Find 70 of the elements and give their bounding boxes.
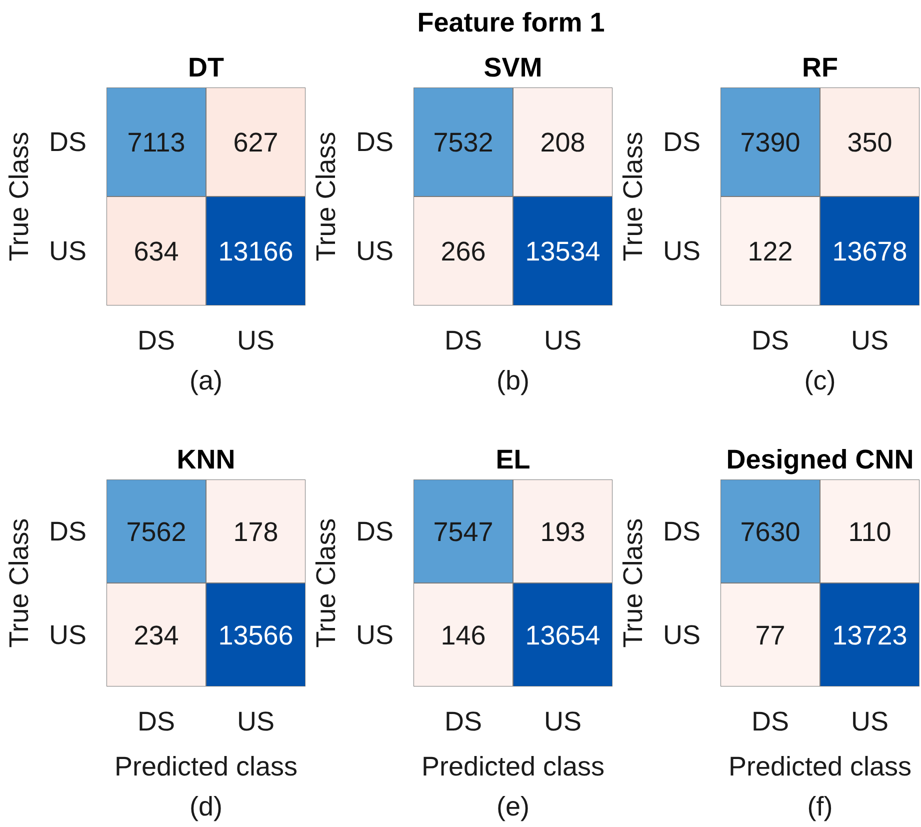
data-label: 77 [755,620,786,650]
data-label: 146 [440,620,486,650]
y-tick-label: US [356,620,394,650]
text: (e) [496,792,530,822]
data-label: 234 [134,620,179,650]
data-label: 7547 [433,516,494,547]
data-label: 13166 [218,236,294,266]
x-tick-label: US [544,326,582,356]
y-axis-title: True Class [4,518,34,648]
x-tick-label: US [236,326,275,356]
chart-title: KNN [176,444,236,474]
chart-title: EL [496,444,530,474]
text: (c) [804,366,836,396]
data-label: 350 [847,128,892,158]
y-axis-title: True Class [618,132,648,262]
data-label: 122 [748,236,793,266]
text: (a) [190,366,222,396]
y-tick-label: US [356,236,394,266]
y-axis-title: True Class [4,132,34,262]
text: (d) [190,792,222,822]
text: (f) [807,792,833,822]
x-tick-label: US [236,706,275,736]
data-label: 266 [440,236,486,266]
y-tick-label: DS [48,516,87,546]
x-axis-title: Predicted class [728,752,912,782]
x-tick-label: US [850,326,889,356]
x-tick-label: DS [751,706,790,736]
y-tick-label: DS [662,127,701,157]
chart-title: DT [188,52,225,82]
x-axis-title: Predicted class [421,752,605,782]
y-axis-title: True Class [310,132,341,262]
y-tick-label: DS [662,516,701,546]
x-tick-label: DS [137,706,176,736]
chart-title: RF [802,52,838,82]
data-label: 178 [233,516,278,547]
x-tick-label: DS [137,326,176,356]
data-label: 13566 [218,620,294,650]
y-axis-title: True Class [310,518,341,648]
data-label: 7390 [740,128,800,158]
text: Feature form 1 [417,8,605,38]
data-label: 13654 [525,620,600,650]
data-label: 110 [848,516,892,547]
data-label: 7113 [127,128,186,158]
data-label: 634 [134,236,179,266]
y-tick-label: DS [48,127,87,157]
y-tick-label: US [662,236,701,266]
text: (b) [496,366,530,396]
x-tick-label: US [544,706,582,736]
data-label: 13534 [525,236,600,266]
data-label: 13678 [832,236,908,266]
y-axis-title: True Class [618,518,648,648]
data-label: 208 [540,128,586,158]
x-tick-label: DS [751,326,790,356]
y-tick-label: US [662,620,701,650]
x-tick-label: DS [444,706,482,736]
data-label: 7532 [433,128,494,158]
data-label: 7630 [740,516,800,547]
x-axis-title: Predicted class [114,752,298,782]
data-label: 627 [233,128,278,158]
chart-title: Designed CNN [726,444,914,474]
chart-title: SVM [484,52,542,82]
y-tick-label: DS [356,127,394,157]
y-tick-label: DS [356,516,394,546]
data-label: 7562 [126,516,186,547]
y-tick-label: US [48,236,87,266]
data-label: 193 [540,516,586,547]
y-tick-label: US [48,620,87,650]
x-tick-label: US [850,706,889,736]
x-tick-label: DS [444,326,482,356]
data-label: 13723 [832,620,908,650]
